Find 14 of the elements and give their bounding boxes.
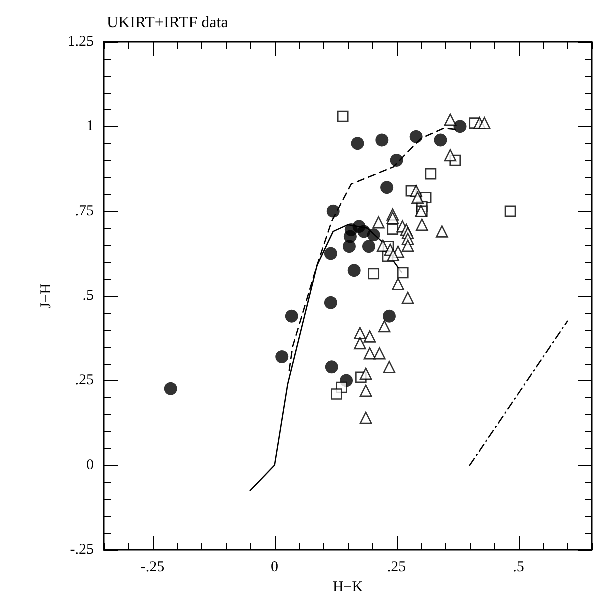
y-tick-label: 0 <box>86 457 94 474</box>
x-tick-label: .25 <box>387 560 406 576</box>
y-tick-label: 1.25 <box>68 34 94 50</box>
y-tick-label: -.25 <box>70 542 94 558</box>
y-tick-label: .75 <box>75 203 94 220</box>
x-tick-label: .5 <box>513 560 524 576</box>
chart-title: UKIRT+IRTF data <box>107 14 228 32</box>
x-tick-label: -.25 <box>140 560 165 576</box>
x-tick-label: 0 <box>271 560 279 576</box>
y-tick-label: .5 <box>82 288 94 304</box>
x-axis-title: H−K <box>332 580 364 596</box>
y-axis-title: J−H <box>38 283 54 309</box>
y-tick-label: 1 <box>86 118 94 135</box>
y-tick-label: .25 <box>75 372 94 389</box>
